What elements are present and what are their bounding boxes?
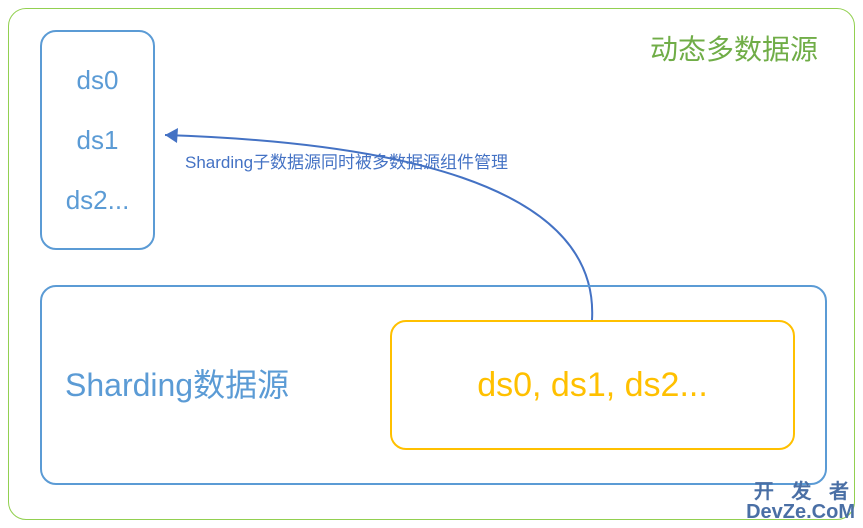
- arrow-label: Sharding子数据源同时被多数据源组件管理: [185, 148, 508, 173]
- watermark-line1: 开 发 者: [746, 482, 855, 502]
- ds-item: ds2...: [42, 185, 153, 216]
- watermark-line2: DevZe.CoM: [746, 502, 855, 522]
- sharding-label: Sharding数据源: [65, 360, 289, 406]
- sharding-inner-box: ds0, ds1, ds2...: [390, 320, 795, 450]
- diagram-title: 动态多数据源: [650, 28, 818, 68]
- datasource-list-box: ds0 ds1 ds2...: [40, 30, 155, 250]
- ds-item: ds1: [42, 125, 153, 156]
- sharding-inner-text: ds0, ds1, ds2...: [477, 366, 708, 405]
- ds-item: ds0: [42, 65, 153, 96]
- watermark: 开 发 者 DevZe.CoM: [746, 482, 855, 522]
